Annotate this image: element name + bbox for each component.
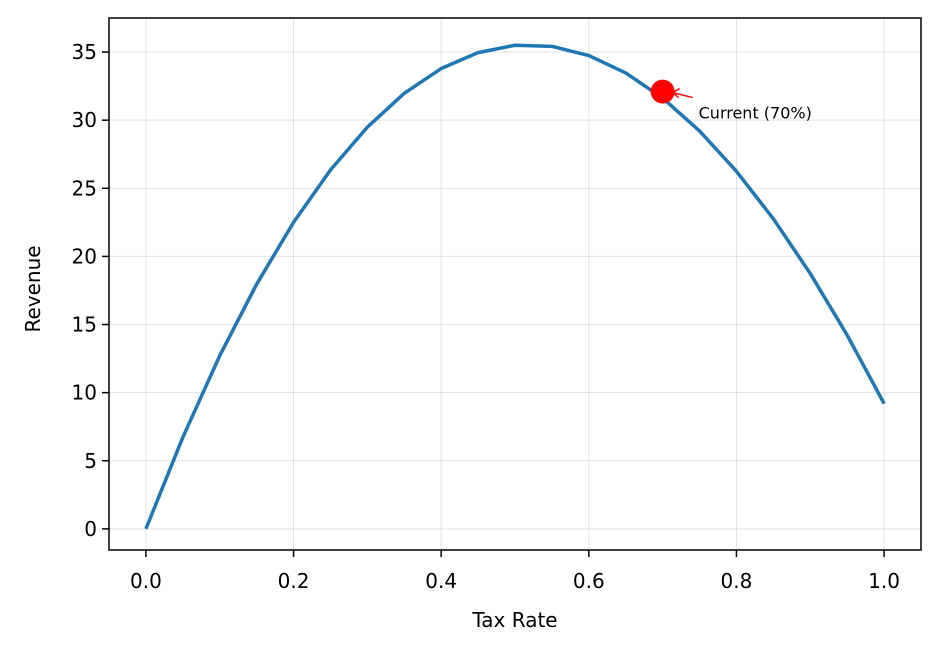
- x-axis-label: Tax Rate: [471, 608, 557, 632]
- y-tick-label: 35: [72, 40, 97, 64]
- x-tick-label: 0.8: [721, 569, 753, 593]
- y-tick-label: 0: [84, 517, 97, 541]
- x-tick-label: 0.4: [425, 569, 457, 593]
- x-tick-label: 0.6: [573, 569, 605, 593]
- plot-frame: [108, 17, 922, 551]
- x-tick-label: 0.2: [278, 569, 310, 593]
- annotation-arrow: [672, 91, 693, 99]
- y-tick-label: 20: [72, 244, 97, 268]
- point: [650, 79, 675, 104]
- y-tick-label: 10: [72, 381, 97, 405]
- x-tick-label: 0.0: [130, 569, 162, 593]
- y-tick-label: 30: [72, 108, 97, 132]
- y-axis-label: Revenue: [21, 245, 45, 332]
- x-tick-label: 1.0: [868, 569, 900, 593]
- line-series: [144, 43, 886, 530]
- y-tick-label: 5: [84, 449, 97, 473]
- y-tick-label: 25: [72, 176, 97, 200]
- y-tick-label: 15: [72, 313, 97, 337]
- annotation: Current (70%): [699, 104, 812, 123]
